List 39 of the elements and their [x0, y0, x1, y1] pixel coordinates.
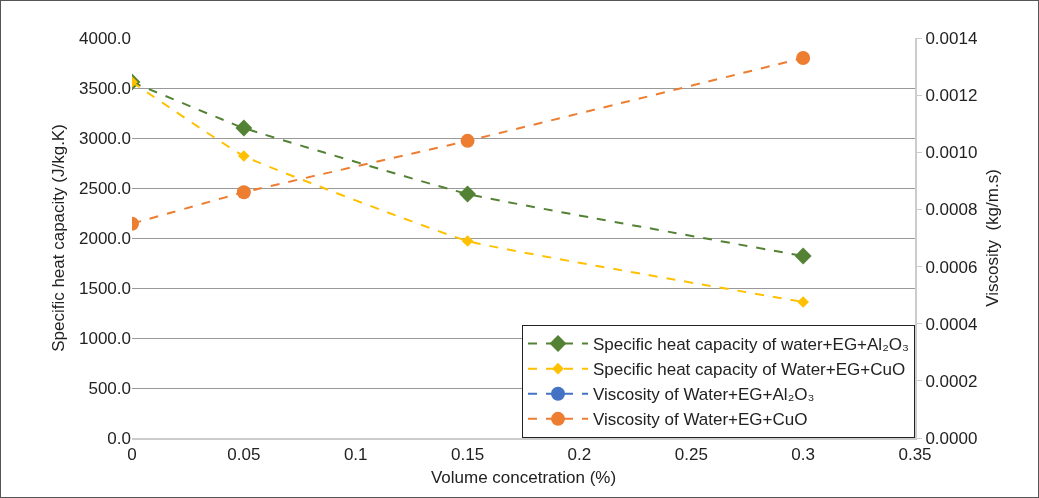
x-tick-label: 0.35 [898, 445, 932, 465]
y-tick-label: 1000.0 [79, 328, 131, 348]
point [236, 185, 251, 200]
legend-label: Specific heat capacity of water+EG+Al₂O₃ [593, 335, 909, 355]
y-tick-label: 4000.0 [79, 28, 131, 48]
y2-tick-label: 0.0000 [925, 428, 978, 448]
y-tick-label: 2000.0 [79, 228, 131, 248]
y2-tick-label: 0.0002 [925, 371, 978, 391]
point [235, 119, 253, 137]
point [461, 235, 474, 247]
y2-tick-label: 0.0014 [925, 28, 978, 48]
y-tick-label: 1500.0 [79, 278, 131, 298]
y2-tick-label: 0.0010 [925, 143, 978, 163]
y2-axis-title: Viscosity (kg/m.s) [983, 169, 1003, 307]
point [794, 247, 812, 265]
y-tick-label: 3000.0 [79, 128, 131, 148]
x-tick-label: 0.3 [791, 445, 815, 465]
x-tick-label: 0.2 [567, 445, 592, 465]
legend-label: Viscosity of Water+EG+CuO [593, 410, 808, 430]
x-tick-label: 0.15 [451, 445, 485, 465]
y-tick-label: 2500.0 [79, 178, 131, 198]
y-axis-title: Specific heat capacity (J/kg.K) [48, 124, 68, 352]
point [460, 133, 475, 148]
y2-tick-label: 0.0012 [925, 86, 978, 106]
x-axis-title: Volume concetration (%) [430, 468, 617, 488]
y2-tick-label: 0.0006 [925, 257, 978, 277]
y-tick-label: 500.0 [88, 378, 131, 398]
y-tick-label: 0.0 [107, 428, 131, 448]
x-tick-label: 0.1 [343, 445, 368, 465]
x-tick-label: 0.25 [674, 445, 708, 465]
y-tick-label: 3500.0 [79, 78, 131, 98]
point [796, 51, 811, 65]
legend-label: Specific heat capacity of Water+EG+CuO [593, 360, 906, 380]
point [459, 185, 477, 203]
x-tick-label: 0 [127, 445, 137, 465]
y2-tick-label: 0.0004 [925, 314, 978, 334]
x-tick-label: 0.05 [227, 445, 261, 465]
legend-label: Viscosity of Water+EG+Al₂O₃ [593, 385, 815, 405]
y2-tick-label: 0.0008 [925, 200, 978, 220]
